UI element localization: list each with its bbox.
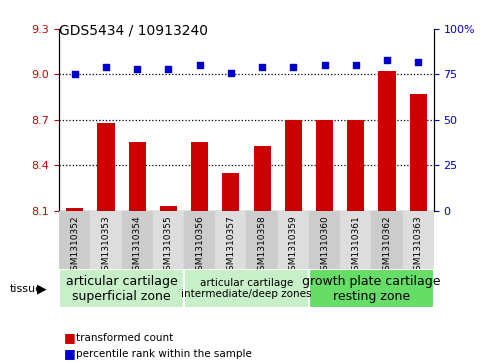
Text: GSM1310357: GSM1310357: [226, 215, 235, 276]
Bar: [191, 142, 208, 211]
Point: [227, 70, 235, 76]
Text: GSM1310352: GSM1310352: [70, 215, 79, 276]
Bar: [184, 211, 215, 269]
FancyBboxPatch shape: [184, 269, 309, 308]
Bar: [122, 211, 153, 269]
Point: [196, 62, 204, 68]
Bar: [316, 120, 333, 211]
Text: GDS5434 / 10913240: GDS5434 / 10913240: [59, 24, 208, 38]
Point: [352, 62, 360, 68]
Point: [258, 64, 266, 70]
FancyBboxPatch shape: [309, 269, 434, 308]
FancyBboxPatch shape: [59, 269, 184, 308]
Bar: [160, 206, 177, 211]
Bar: [246, 211, 278, 269]
Bar: [410, 94, 427, 211]
Point: [71, 72, 79, 77]
Point: [133, 66, 141, 72]
Bar: [340, 211, 371, 269]
Bar: [285, 120, 302, 211]
Text: ■: ■: [64, 331, 76, 344]
Text: tissue: tissue: [10, 284, 43, 294]
Bar: [379, 72, 395, 211]
Bar: [347, 120, 364, 211]
Point: [320, 62, 328, 68]
Bar: [403, 211, 434, 269]
Text: GSM1310358: GSM1310358: [258, 215, 267, 276]
Bar: [90, 211, 122, 269]
Text: articular cartilage
superficial zone: articular cartilage superficial zone: [66, 274, 177, 303]
Text: transformed count: transformed count: [76, 333, 174, 343]
Bar: [66, 208, 83, 211]
Text: GSM1310363: GSM1310363: [414, 215, 423, 276]
Point: [414, 59, 422, 65]
Text: GSM1310360: GSM1310360: [320, 215, 329, 276]
Text: growth plate cartilage
resting zone: growth plate cartilage resting zone: [302, 274, 441, 303]
Point: [383, 57, 391, 63]
Bar: [129, 142, 146, 211]
Bar: [59, 211, 90, 269]
Point: [165, 66, 173, 72]
Text: GSM1310355: GSM1310355: [164, 215, 173, 276]
Bar: [98, 123, 114, 211]
Bar: [253, 146, 271, 211]
Text: GSM1310353: GSM1310353: [102, 215, 110, 276]
Text: ▶: ▶: [37, 282, 47, 295]
Point: [289, 64, 297, 70]
Text: GSM1310362: GSM1310362: [383, 215, 391, 276]
Bar: [215, 211, 246, 269]
Text: percentile rank within the sample: percentile rank within the sample: [76, 349, 252, 359]
Text: GSM1310361: GSM1310361: [352, 215, 360, 276]
Bar: [309, 211, 340, 269]
Point: [102, 64, 110, 70]
Bar: [371, 211, 403, 269]
Text: GSM1310359: GSM1310359: [289, 215, 298, 276]
Text: ■: ■: [64, 347, 76, 360]
Text: articular cartilage
intermediate/deep zones: articular cartilage intermediate/deep zo…: [181, 278, 312, 299]
Bar: [222, 173, 240, 211]
Text: GSM1310356: GSM1310356: [195, 215, 204, 276]
Text: GSM1310354: GSM1310354: [133, 215, 141, 276]
Bar: [278, 211, 309, 269]
Bar: [153, 211, 184, 269]
